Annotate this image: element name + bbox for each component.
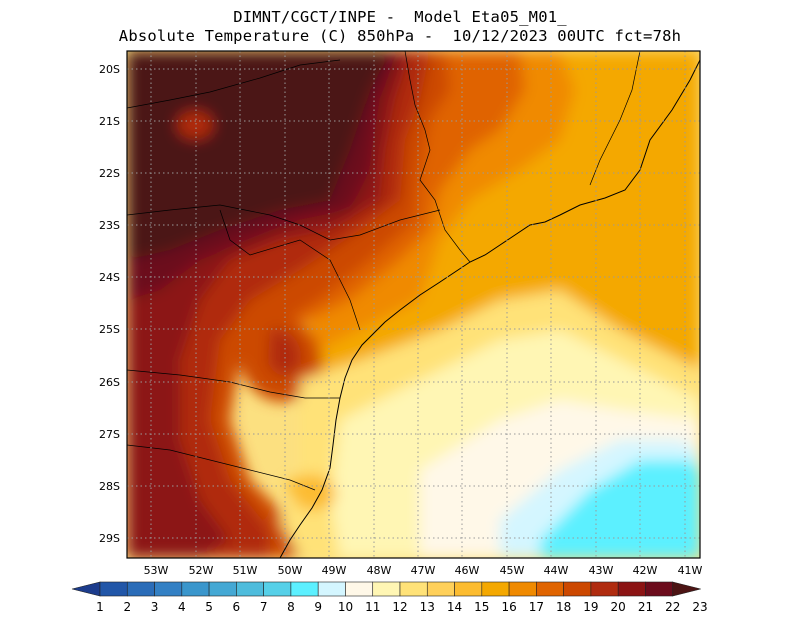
longitude-axis: 53W 52W 51W 50W 49W 48W 47W 46W 45W 44W … (144, 564, 703, 577)
colorbar-label: 15 (474, 600, 489, 614)
lat-tick: 24S (99, 271, 120, 284)
colorbar-label: 10 (338, 600, 353, 614)
lat-tick: 26S (99, 376, 120, 389)
colorbar-label: 17 (529, 600, 544, 614)
lat-tick: 28S (99, 480, 120, 493)
lon-tick: 52W (189, 564, 214, 577)
colorbar-label: 8 (287, 600, 295, 614)
colorbar-swatch (426, 581, 455, 597)
colorbar-swatch (399, 581, 428, 597)
colorbar-swatch (590, 581, 619, 597)
lat-tick: 21S (99, 115, 120, 128)
lat-tick: 27S (99, 428, 120, 441)
colorbar-label: 22 (665, 600, 680, 614)
colorbar-swatch (99, 581, 128, 597)
colorbar-label: 12 (392, 600, 407, 614)
latitude-axis: 20S 21S 22S 23S 24S 25S 26S 27S 28S 29S (99, 63, 120, 545)
colorbar-label: 16 (501, 600, 516, 614)
colorbar-swatch (345, 581, 374, 597)
state-borders (127, 51, 641, 491)
plot-frame (126, 50, 701, 559)
colorbar-swatch (536, 581, 564, 597)
lon-tick: 42W (633, 564, 658, 577)
lat-tick: 20S (99, 63, 120, 76)
colorbar-swatch (154, 581, 183, 597)
lat-tick: 29S (99, 532, 120, 545)
lat-tick: 25S (99, 323, 120, 336)
temperature-field (127, 51, 700, 558)
colorbar-label: 11 (365, 600, 380, 614)
colorbar-arrow-high (672, 581, 701, 597)
colorbar-label: 7 (260, 600, 268, 614)
colorbar-swatch (481, 581, 510, 597)
colorbar-label: 2 (123, 600, 131, 614)
lon-tick: 49W (322, 564, 347, 577)
colorbar-swatch (508, 581, 537, 597)
colorbar-label: 20 (611, 600, 626, 614)
colorbar-label: 6 (233, 600, 241, 614)
colorbar-label: 1 (96, 600, 104, 614)
lon-tick: 41W (678, 564, 703, 577)
colorbar-swatch (563, 581, 592, 597)
lon-tick: 48W (367, 564, 392, 577)
colorbar-swatch (645, 581, 674, 597)
colorbar-label: 13 (420, 600, 435, 614)
colorbar-label: 5 (205, 600, 213, 614)
lon-tick: 45W (500, 564, 525, 577)
map-title-line-1: DIMNT/CGCT/INPE - Model Eta05_M01_ (233, 8, 567, 26)
colorbar-label: 9 (314, 600, 322, 614)
colorbar-arrow-low (71, 581, 101, 597)
colorbar-label: 4 (178, 600, 186, 614)
colorbar: 1 2 3 4 5 6 7 8 9 10 11 12 13 14 15 16 17 18 19 20 21 22 23 (71, 581, 708, 614)
coastline (279, 59, 700, 558)
colorbar-label: 21 (638, 600, 653, 614)
colorbar-label: 18 (556, 600, 571, 614)
colorbar-swatch (126, 581, 155, 597)
lon-tick: 51W (233, 564, 258, 577)
graticule (127, 51, 700, 558)
colorbar-swatch (617, 581, 646, 597)
colorbar-swatch (290, 581, 319, 597)
lon-tick: 47W (411, 564, 436, 577)
map-title-line-2: Absolute Temperature (C) 850hPa - 10/12/… (118, 27, 682, 45)
colorbar-swatch (263, 581, 292, 597)
colorbar-swatch (317, 581, 346, 597)
colorbar-swatch (372, 581, 401, 597)
colorbar-label: 23 (692, 600, 707, 614)
colorbar-label: 3 (151, 600, 159, 614)
colorbar-swatch (181, 581, 210, 597)
colorbar-label: 14 (447, 600, 462, 614)
colorbar-swatch (236, 581, 264, 597)
lon-tick: 50W (278, 564, 303, 577)
lon-tick: 53W (144, 564, 169, 577)
lat-tick: 22S (99, 167, 120, 180)
lon-tick: 43W (589, 564, 614, 577)
colorbar-swatch (454, 581, 483, 597)
lat-tick: 23S (99, 219, 120, 232)
colorbar-label: 19 (583, 600, 598, 614)
colorbar-swatch (208, 581, 237, 597)
lon-tick: 46W (455, 564, 480, 577)
lon-tick: 44W (544, 564, 569, 577)
